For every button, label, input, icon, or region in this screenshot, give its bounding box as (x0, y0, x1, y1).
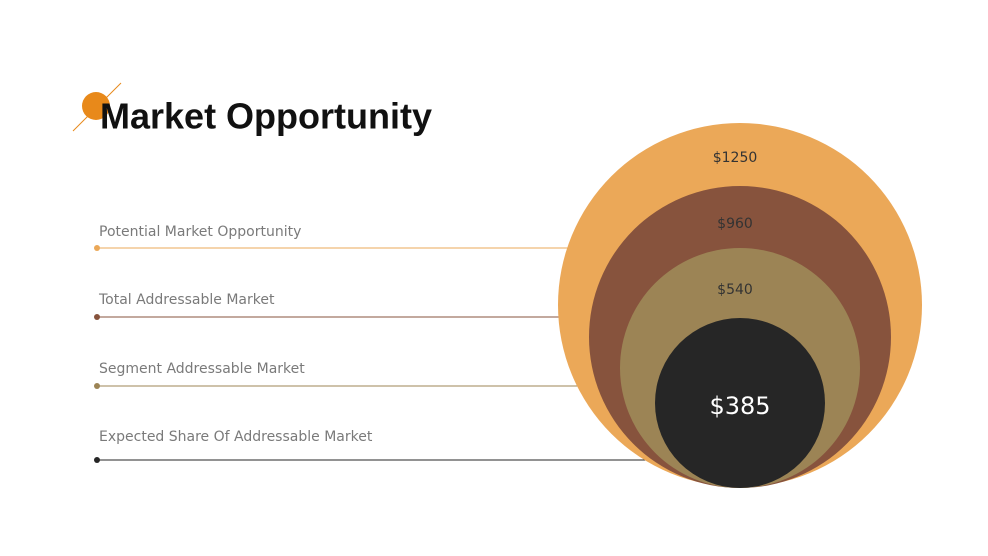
accent-dot (82, 92, 110, 120)
layer-value: $540 (717, 282, 753, 298)
layer-value: $960 (717, 216, 753, 232)
leader-dot (94, 457, 100, 463)
layer-label: Total Addressable Market (98, 292, 275, 308)
layer-value: $1250 (713, 150, 758, 166)
leader-dot (94, 383, 100, 389)
circle-share (655, 318, 825, 488)
layer-label: Potential Market Opportunity (99, 224, 301, 240)
layer-value: $385 (709, 392, 770, 420)
leader-dot (94, 314, 100, 320)
layer-label: Expected Share Of Addressable Market (99, 429, 373, 445)
title: Market Opportunity (100, 96, 432, 137)
leader-dot (94, 245, 100, 251)
nested-circles: $1250 $960 $540 $385 (558, 123, 922, 488)
layer-label: Segment Addressable Market (99, 361, 305, 377)
